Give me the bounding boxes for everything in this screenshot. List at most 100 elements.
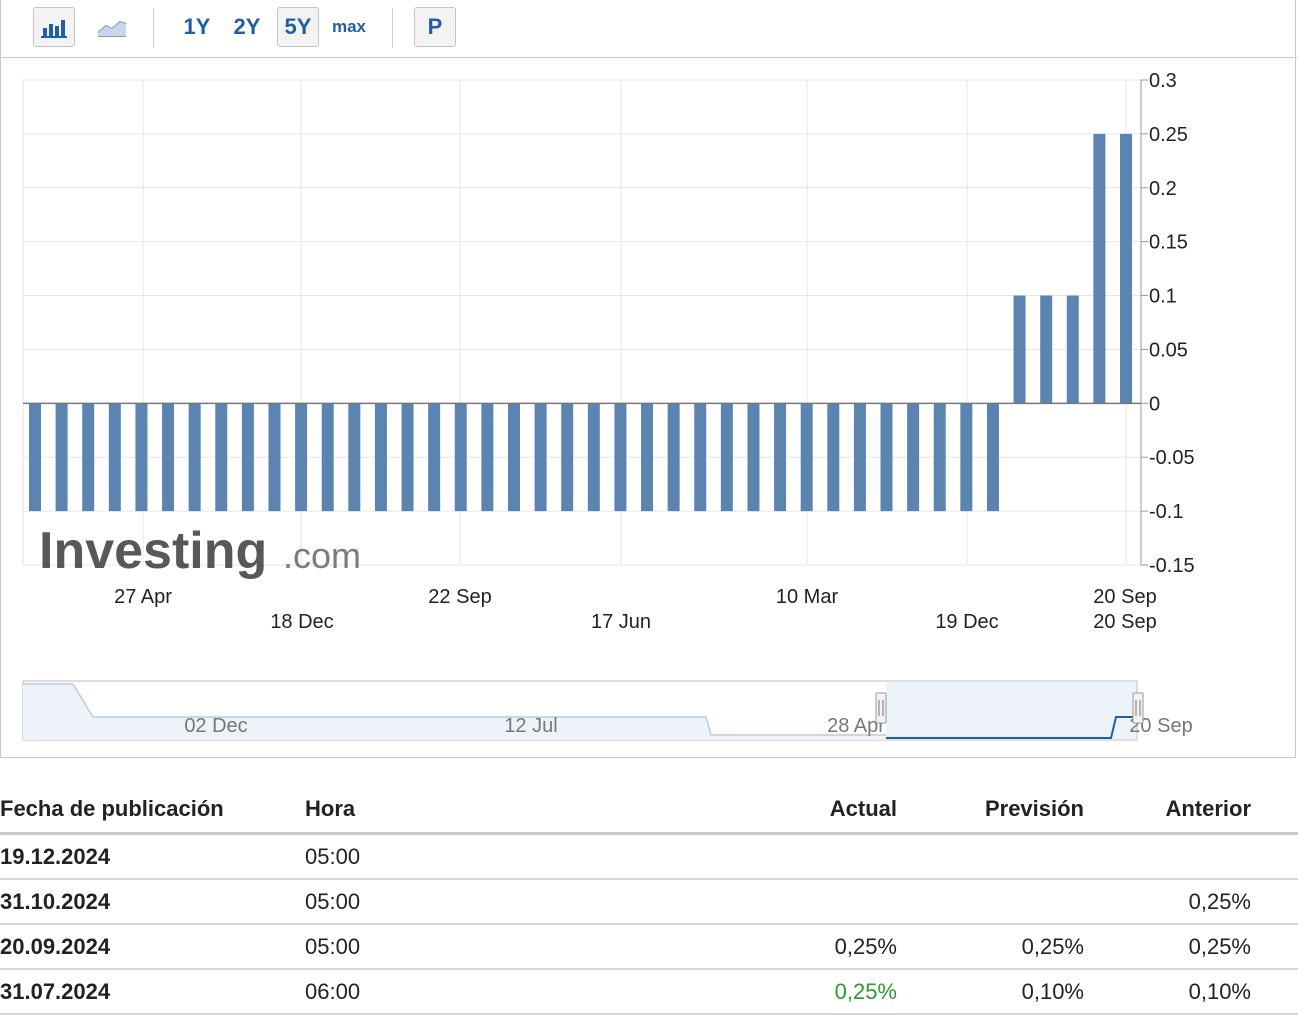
- range-max-button[interactable]: max: [331, 17, 367, 36]
- row-time: 06:00: [305, 969, 655, 1015]
- row-previous: [1084, 833, 1251, 880]
- bar: [1120, 133, 1132, 404]
- bar: [348, 403, 361, 512]
- table-row: 31.07.2024 06:00 0,25% 0,10% 0,10%: [0, 969, 1298, 1015]
- y-tick-label: 0.2: [1149, 178, 1177, 200]
- x-tick-label: 17 Jun: [591, 611, 651, 633]
- row-forecast: 0,10%: [897, 969, 1084, 1015]
- chart-toolbar: 1Y 2Y 5Y max P: [1, 0, 1297, 58]
- x-tick-label: 18 Dec: [270, 611, 333, 633]
- row-actual: [655, 833, 897, 880]
- range-1y-button[interactable]: 1Y: [183, 14, 211, 39]
- bar: [295, 403, 308, 512]
- row-spacer: [1251, 879, 1298, 925]
- row-previous: 0,10%: [1084, 969, 1251, 1015]
- bar: [1013, 295, 1026, 404]
- bar: [374, 403, 387, 512]
- bar: [853, 403, 866, 512]
- navigator-area: [23, 684, 886, 740]
- bar-chart-icon[interactable]: [33, 7, 75, 47]
- header-time[interactable]: Hora: [305, 786, 655, 835]
- row-forecast: 0,25%: [897, 924, 1084, 970]
- header-forecast[interactable]: Previsión: [897, 786, 1084, 835]
- bar: [454, 403, 467, 512]
- navigator-selected-line: [886, 716, 1136, 739]
- bar: [561, 403, 574, 512]
- bar: [321, 403, 334, 512]
- header-date[interactable]: Fecha de publicación: [0, 786, 305, 835]
- x-tick-label: 10 Mar: [776, 586, 839, 608]
- bar-chart: 0.3 0.25 0.2 0.15 0.1 0.05 0 -0.05 -0.1 -0.15 Inve…: [22, 70, 1195, 741]
- row-actual: [655, 879, 897, 925]
- x-tick-label: 19 Dec: [935, 611, 998, 633]
- watermark-logo-suffix: .com: [283, 535, 361, 576]
- x-tick-label: 20 Sep: [1093, 611, 1156, 633]
- y-tick-label: 0.3: [1149, 70, 1177, 92]
- row-actual: 0,25%: [655, 969, 897, 1015]
- row-time: 05:00: [305, 879, 655, 925]
- toolbar-separator: [153, 8, 154, 48]
- bar: [481, 403, 494, 512]
- bar: [188, 403, 201, 512]
- bar: [534, 403, 547, 512]
- y-tick-label: 0.05: [1149, 339, 1188, 361]
- bar: [960, 403, 973, 512]
- chart-container: 1Y 2Y 5Y max P 0.3 0.25 0.2 0.15 0.1 0.05 0 -0.…: [0, 0, 1297, 758]
- table-row: 19.12.2024 05:00: [0, 833, 1298, 880]
- table-row: 31.10.2024 05:00 0,25%: [0, 879, 1298, 925]
- table-header-row: Fecha de publicación Hora Actual Previsi…: [0, 786, 1298, 835]
- navigator-handle[interactable]: [875, 692, 887, 724]
- row-time: 05:00: [305, 924, 655, 970]
- row-forecast: [897, 879, 1084, 925]
- bar: [428, 403, 441, 512]
- bar: [774, 403, 787, 512]
- bar: [986, 403, 999, 512]
- bar: [1040, 295, 1053, 404]
- range-2y-button[interactable]: 2Y: [233, 14, 261, 39]
- bar: [694, 403, 707, 512]
- row-actual: 0,25%: [655, 924, 897, 970]
- header-actual[interactable]: Actual: [655, 786, 897, 835]
- bar: [667, 403, 680, 512]
- navigator-handle[interactable]: [1132, 692, 1144, 724]
- y-tick-label: 0.25: [1149, 124, 1188, 146]
- x-tick-label: 20 Sep: [1093, 586, 1156, 608]
- header-previous[interactable]: Anterior: [1084, 786, 1251, 835]
- bar: [720, 403, 733, 512]
- row-time: 05:00: [305, 833, 655, 880]
- x-tick-label: 22 Sep: [428, 586, 491, 608]
- bar: [907, 403, 920, 512]
- y-tick-label: 0.1: [1149, 286, 1177, 308]
- bar: [933, 403, 946, 512]
- bar: [747, 403, 760, 512]
- navigator-label: 02 Dec: [184, 715, 247, 737]
- bar: [641, 403, 654, 512]
- bar: [1093, 133, 1106, 404]
- watermark-logo: Investing: [39, 522, 267, 580]
- bar: [880, 403, 893, 512]
- economic-calendar-table: Fecha de publicación Hora Actual Previsi…: [0, 786, 1298, 1015]
- row-date: 31.10.2024: [0, 879, 305, 925]
- y-tick-label: -0.15: [1149, 555, 1195, 577]
- bar: [82, 403, 95, 512]
- bar: [507, 403, 520, 512]
- x-tick-label: 27 Apr: [114, 586, 172, 608]
- bar: [800, 403, 813, 512]
- y-tick-label: 0.15: [1149, 232, 1188, 254]
- range-5y-button[interactable]: 5Y: [277, 7, 319, 47]
- y-tick-label: 0: [1149, 393, 1160, 415]
- bar: [215, 403, 228, 512]
- line-chart-icon[interactable]: [91, 7, 133, 47]
- bar: [108, 403, 121, 512]
- bar: [162, 403, 175, 512]
- bar: [135, 403, 148, 512]
- bar: [614, 403, 627, 512]
- row-date: 20.09.2024: [0, 924, 305, 970]
- row-previous: 0,25%: [1084, 924, 1251, 970]
- bar: [29, 403, 41, 512]
- p-button[interactable]: P: [414, 7, 456, 47]
- navigator-label: 20 Sep: [1129, 715, 1192, 737]
- navigator-selection: [886, 681, 1136, 740]
- bar: [55, 403, 68, 512]
- bar: [827, 403, 840, 512]
